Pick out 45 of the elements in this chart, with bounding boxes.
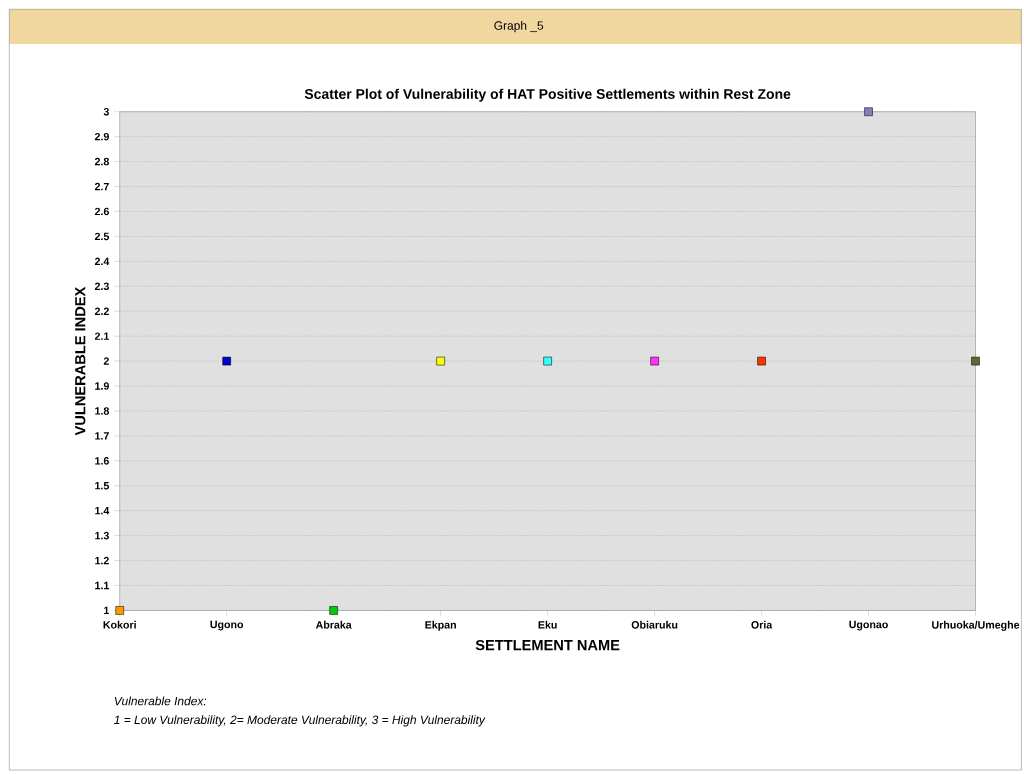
y-tick-label: 2.7 bbox=[94, 182, 109, 191]
x-tick-label: Urhuoka/Umeghe bbox=[932, 620, 1020, 631]
x-tick-label: Ekpan bbox=[425, 620, 456, 631]
y-tick-label: 1.1 bbox=[95, 581, 110, 590]
y-tick-label: 2.2 bbox=[94, 307, 109, 315]
y-tick-label: 1.5 bbox=[95, 482, 110, 490]
x-axis-title: SETTLEMENT NAME bbox=[475, 639, 620, 651]
y-tick-label: 2.6 bbox=[94, 207, 109, 216]
y-tick-label: 2.8 bbox=[94, 157, 109, 166]
x-tick-label: Kokori bbox=[103, 620, 136, 629]
text: Vulnerable Index: bbox=[114, 696, 207, 706]
point bbox=[543, 356, 552, 366]
y-tick-label: 1.7 bbox=[95, 432, 109, 440]
y-tick-label: 1.4 bbox=[95, 507, 110, 515]
y-tick-label: 2.4 bbox=[94, 257, 110, 266]
x-tick-label: Ugono bbox=[210, 620, 244, 631]
point bbox=[436, 356, 445, 366]
x-tick-label: Abraka bbox=[315, 620, 352, 629]
y-axis-title: VULNERABLE INDEX bbox=[75, 286, 86, 436]
y-tick-label: 2.3 bbox=[94, 282, 109, 291]
point bbox=[757, 356, 766, 366]
x-tick-label: Eku bbox=[538, 620, 557, 629]
chart-title: Scatter Plot of Vulnerability of HAT Positive Settlements within Rest Zone bbox=[304, 88, 791, 102]
point bbox=[864, 107, 873, 116]
x-tick-label: Oria bbox=[751, 620, 773, 629]
point bbox=[222, 356, 231, 366]
y-tick-label: 1.9 bbox=[95, 382, 109, 390]
point bbox=[329, 606, 338, 615]
y-tick-label: 1.2 bbox=[95, 556, 109, 565]
y-tick-label: 1.8 bbox=[95, 407, 109, 415]
x-tick-label: Obiaruku bbox=[631, 620, 678, 629]
point bbox=[650, 356, 659, 366]
x-tick-label: Ugonao bbox=[849, 620, 888, 631]
y-tick-label: 1.3 bbox=[95, 531, 109, 540]
y-tick-label: 3 bbox=[103, 107, 109, 116]
y-tick-label: 2.5 bbox=[94, 232, 110, 241]
text: Graph _5 bbox=[494, 21, 544, 33]
y-tick-label: 2 bbox=[103, 357, 109, 365]
y-tick-label: 2.1 bbox=[94, 332, 110, 340]
point bbox=[115, 606, 124, 615]
point bbox=[971, 356, 980, 366]
y-tick-label: 1 bbox=[104, 606, 110, 615]
y-tick-label: 2.9 bbox=[94, 132, 109, 141]
y-tick-label: 1.6 bbox=[95, 457, 109, 465]
text: 1 = Low Vulnerability, 2= Moderate Vulnerability, 3 = High Vulnerability bbox=[114, 715, 486, 727]
